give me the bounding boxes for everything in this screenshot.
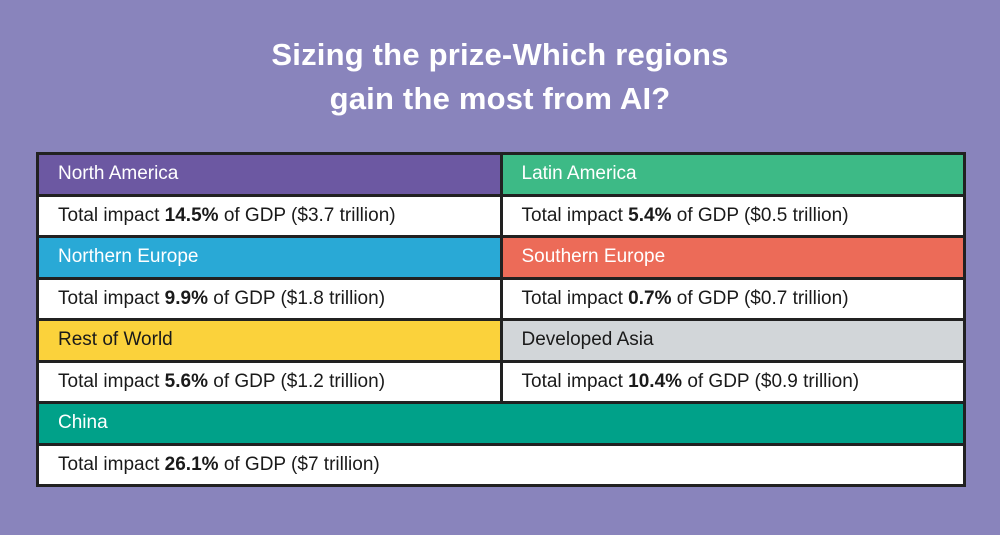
region-header-developed-asia: Developed Asia: [502, 321, 963, 360]
impact-percent: 0.7%: [628, 287, 672, 309]
region-impact-rest-of-world: Total impact 5.6% of GDP ($1.2 trillion): [39, 362, 500, 401]
region-header-china: China: [39, 404, 963, 443]
impact-prefix: Total impact: [58, 287, 160, 309]
region-name: Northern Europe: [58, 246, 199, 268]
region-name: Rest of World: [58, 329, 173, 351]
impact-prefix: Total impact: [521, 370, 623, 392]
region-impact-southern-europe: Total impact 0.7% of GDP ($0.7 trillion): [502, 279, 963, 318]
impact-percent: 5.4%: [628, 204, 672, 226]
region-impact-northern-europe: Total impact 9.9% of GDP ($1.8 trillion): [39, 279, 500, 318]
impact-percent: 26.1%: [164, 453, 219, 475]
impact-suffix: of GDP ($1.2 trillion): [213, 370, 386, 392]
impact-suffix: of GDP ($0.9 trillion): [687, 370, 860, 392]
region-name: Southern Europe: [521, 246, 666, 268]
region-name: China: [58, 412, 108, 434]
impact-suffix: of GDP ($7 trillion): [223, 453, 380, 475]
region-impact-latin-america: Total impact 5.4% of GDP ($0.5 trillion): [502, 196, 963, 235]
region-header-latin-america: Latin America: [502, 155, 963, 194]
region-name: Latin America: [521, 163, 637, 185]
region-impact-north-america: Total impact 14.5% of GDP ($3.7 trillion…: [39, 196, 500, 235]
region-impact-china: Total impact 26.1% of GDP ($7 trillion): [39, 445, 963, 484]
region-header-north-america: North America: [39, 155, 500, 194]
chart-title-line2: gain the most from AI?: [329, 81, 671, 116]
impact-suffix: of GDP ($1.8 trillion): [213, 287, 386, 309]
impact-prefix: Total impact: [58, 204, 160, 226]
chart-title-line1: Sizing the prize-Which regions: [271, 37, 729, 72]
region-header-northern-europe: Northern Europe: [39, 238, 500, 277]
region-impact-developed-asia: Total impact 10.4% of GDP ($0.9 trillion…: [502, 362, 963, 401]
impact-percent: 10.4%: [628, 370, 683, 392]
impact-prefix: Total impact: [521, 287, 623, 309]
region-name: North America: [58, 163, 179, 185]
region-header-rest-of-world: Rest of World: [39, 321, 500, 360]
impact-percent: 14.5%: [164, 204, 219, 226]
impact-percent: 9.9%: [164, 287, 208, 309]
impact-prefix: Total impact: [521, 204, 623, 226]
region-name: Developed Asia: [521, 329, 654, 351]
impact-suffix: of GDP ($0.5 trillion): [676, 204, 849, 226]
impact-prefix: Total impact: [58, 453, 160, 475]
impact-suffix: of GDP ($3.7 trillion): [223, 204, 396, 226]
impact-percent: 5.6%: [164, 370, 208, 392]
regions-table: North America Latin America Total impact…: [36, 152, 966, 487]
region-header-southern-europe: Southern Europe: [502, 238, 963, 277]
impact-suffix: of GDP ($0.7 trillion): [676, 287, 849, 309]
impact-prefix: Total impact: [58, 370, 160, 392]
chart-title: Sizing the prize-Which regions gain the …: [0, 0, 1000, 121]
